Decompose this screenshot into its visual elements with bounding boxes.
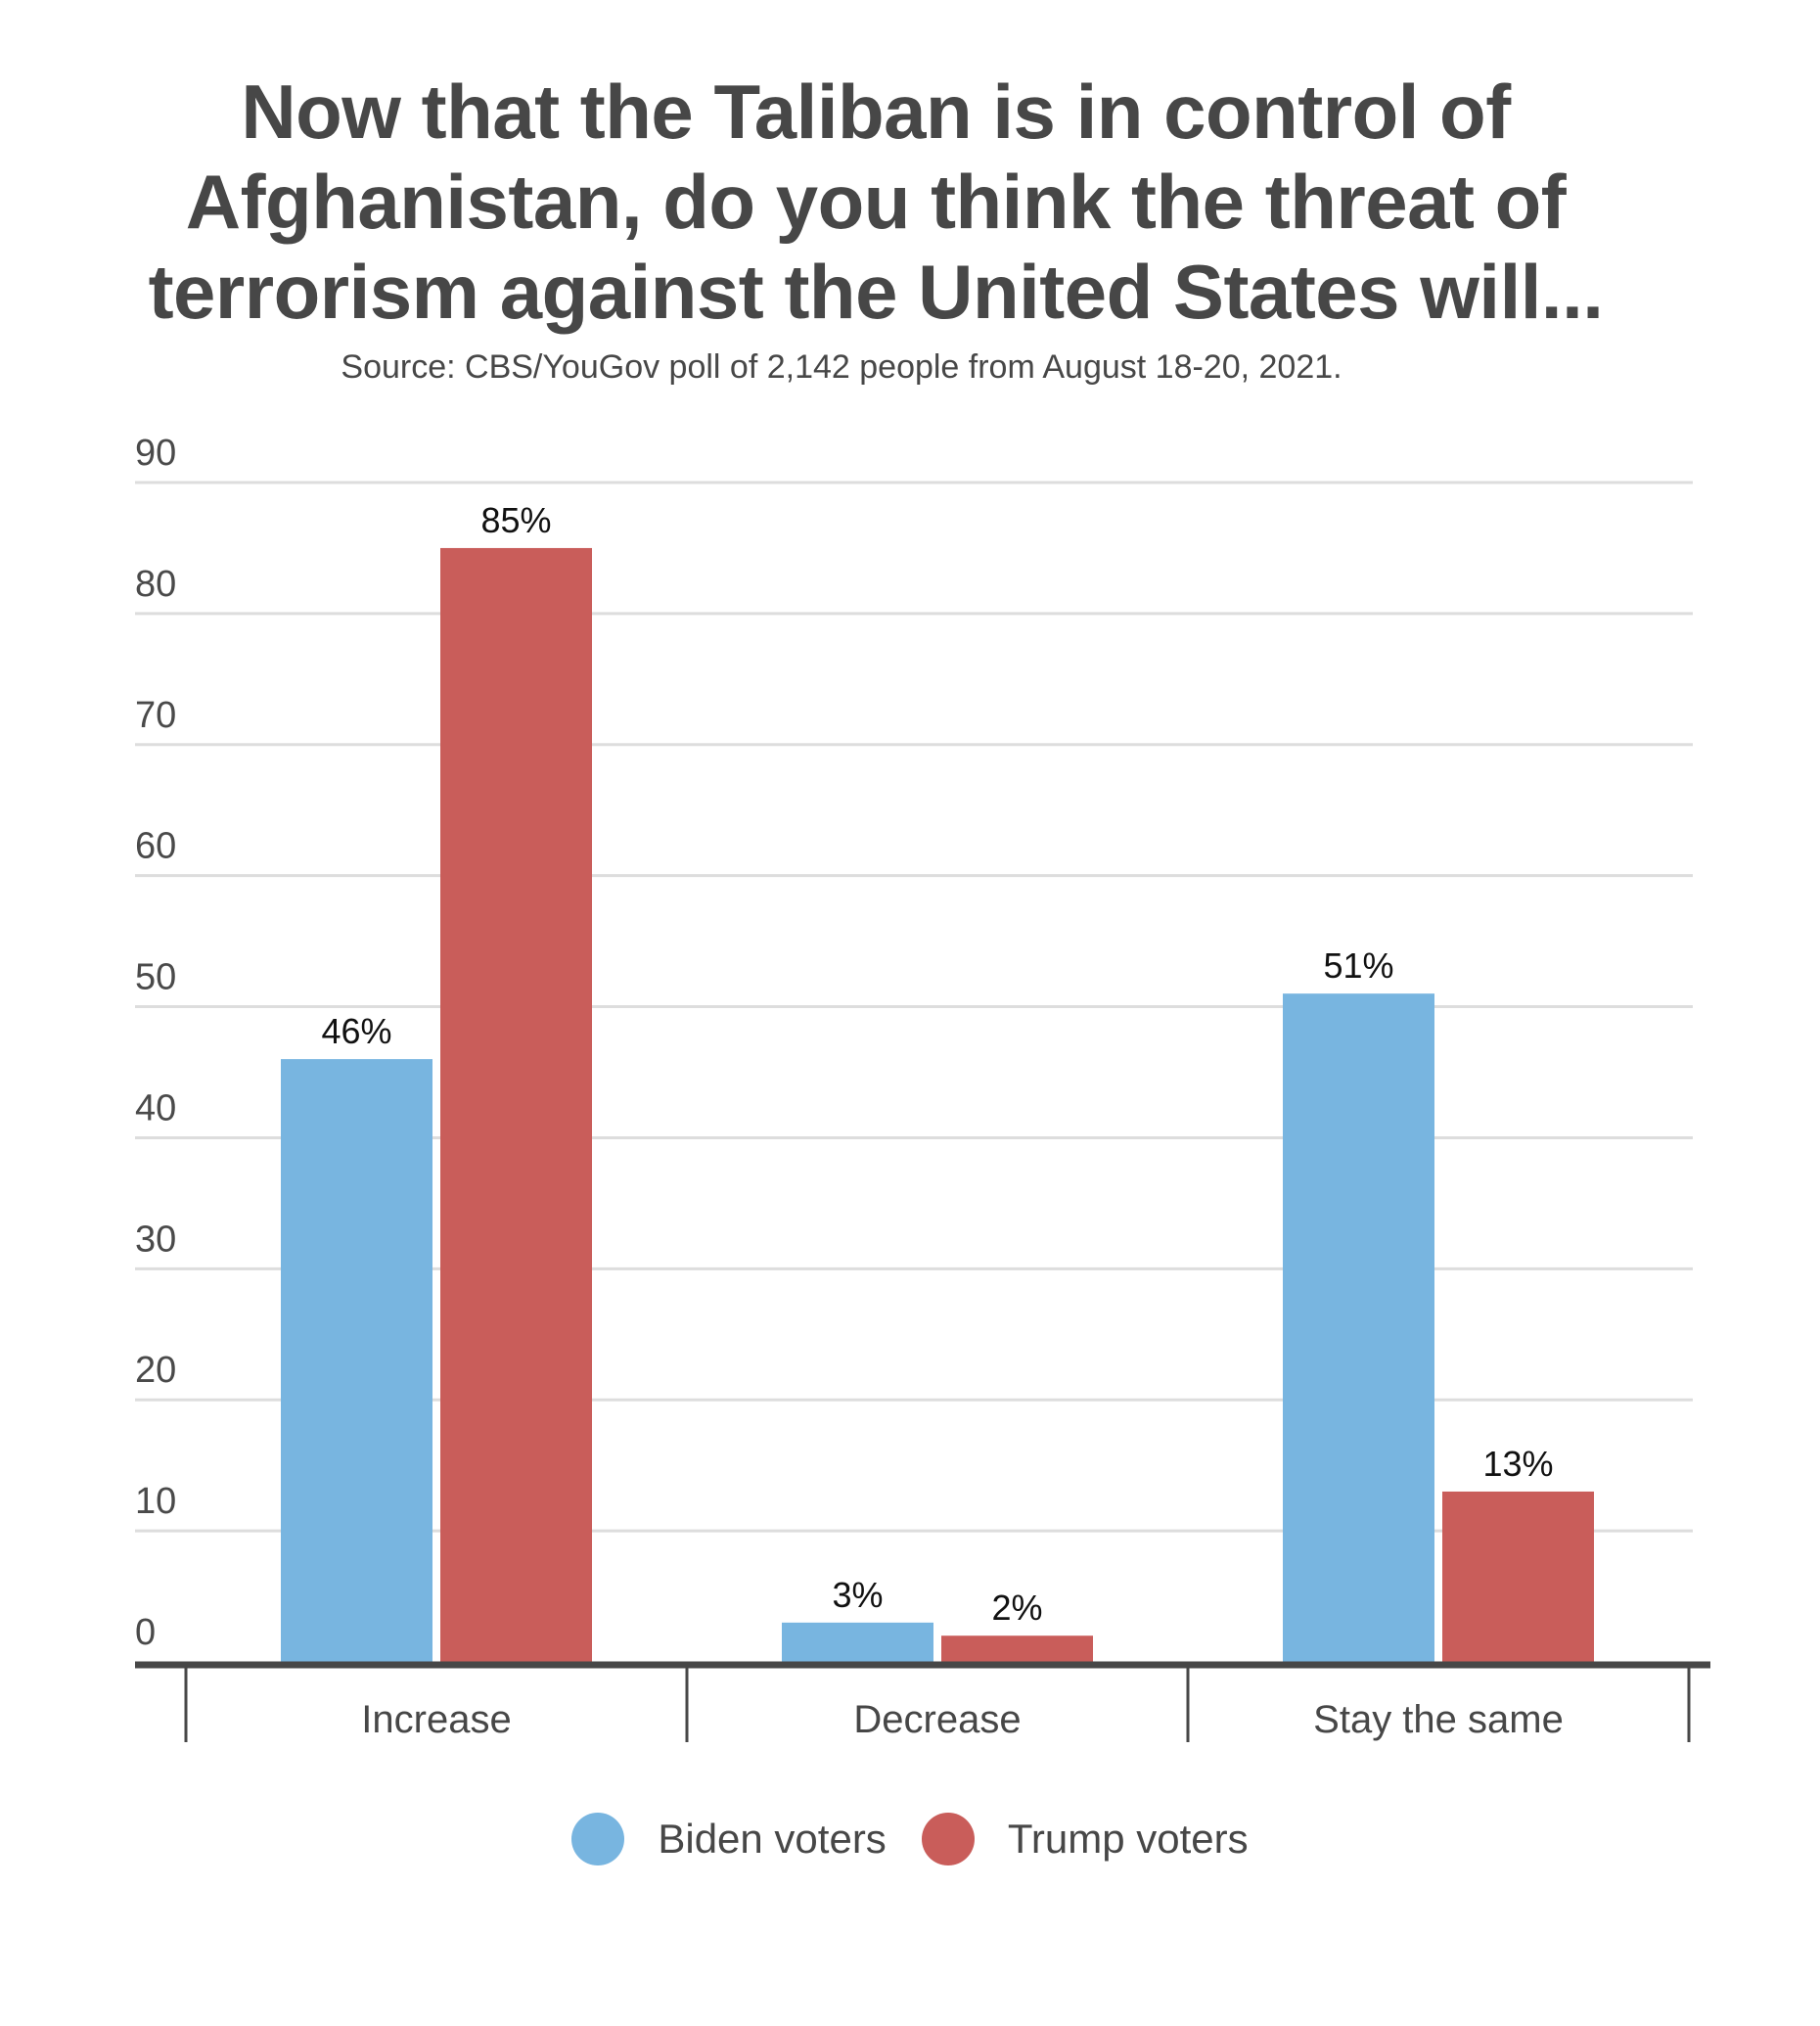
y-tick-label: 20 xyxy=(135,1350,176,1391)
data-label: 46% xyxy=(321,1011,391,1051)
y-tick-label: 0 xyxy=(135,1612,156,1653)
legend-item-biden: Biden voters xyxy=(571,1813,887,1865)
legend-label-biden: Biden voters xyxy=(658,1816,887,1862)
bar xyxy=(941,1635,1093,1662)
x-category-label: Stay the same xyxy=(1313,1698,1564,1741)
y-tick-label: 30 xyxy=(135,1219,176,1260)
bar xyxy=(1442,1491,1594,1662)
data-label: 2% xyxy=(991,1588,1042,1628)
legend-swatch-trump xyxy=(921,1813,975,1865)
x-category-label: Decrease xyxy=(853,1698,1021,1741)
y-tick-label: 40 xyxy=(135,1087,176,1128)
y-tick-label: 10 xyxy=(135,1481,176,1522)
bar xyxy=(782,1622,933,1662)
title-line-2: Afghanistan, do you think the threat of xyxy=(185,159,1567,245)
y-tick-label: 90 xyxy=(135,433,176,474)
data-label: 85% xyxy=(480,500,551,540)
legend: Biden voters Trump voters xyxy=(0,1813,1820,1865)
y-tick-label: 60 xyxy=(135,826,176,867)
legend-item-trump: Trump voters xyxy=(921,1813,1249,1865)
y-tick-label: 80 xyxy=(135,564,176,605)
bar xyxy=(440,547,592,1662)
legend-label-trump: Trump voters xyxy=(1007,1816,1249,1862)
bar xyxy=(281,1059,432,1662)
bar xyxy=(1283,993,1434,1662)
data-label: 51% xyxy=(1323,945,1393,986)
legend-swatch-biden xyxy=(571,1813,625,1865)
data-label: 3% xyxy=(832,1575,883,1615)
data-label: 13% xyxy=(1482,1444,1553,1484)
y-tick-label: 50 xyxy=(135,957,176,998)
y-tick-label: 70 xyxy=(135,695,176,736)
title-line-1: Now that the Taliban is in control of xyxy=(241,69,1511,155)
title-line-3: terrorism against the United States will… xyxy=(148,249,1604,335)
x-category-label: Increase xyxy=(361,1698,511,1741)
chart-subtitle: Source: CBS/YouGov poll of 2,142 people … xyxy=(341,348,1342,386)
chart-title: Now that the Taliban is in control of Af… xyxy=(0,67,1752,337)
